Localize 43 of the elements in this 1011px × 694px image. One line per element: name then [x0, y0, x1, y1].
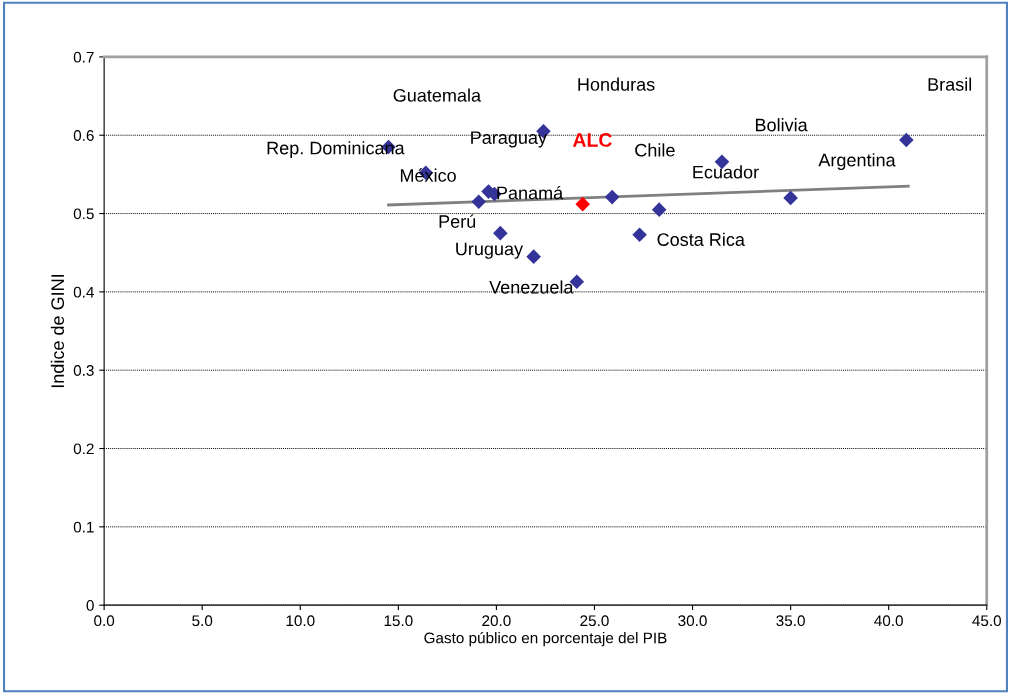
- y-axis-title: Indice de GINI: [50, 274, 65, 388]
- point: [783, 190, 798, 206]
- point: [899, 132, 914, 148]
- annotation: Ecuador: [693, 165, 759, 179]
- annotation: Honduras: [578, 77, 655, 91]
- y-tick-label: 0: [86, 600, 94, 611]
- y-tick-label: 0.2: [73, 443, 94, 455]
- y-tick-label: 0.1: [73, 521, 94, 533]
- x-tick-label: 5.0: [192, 615, 213, 627]
- point: [493, 225, 508, 241]
- x-tick-label: 45.0: [972, 615, 1002, 627]
- y-tick-label: 0.7: [73, 51, 94, 63]
- y-tick-label: 0.3: [73, 365, 94, 376]
- x-tick-label: 15.0: [384, 615, 413, 627]
- x-tick-label: 30.0: [678, 615, 707, 627]
- annotation: Venezuela: [489, 280, 574, 294]
- x-axis-title: Gasto público en porcentaje del PIB: [424, 631, 667, 647]
- point: [471, 194, 487, 210]
- y-tick-label: 0.4: [73, 286, 94, 298]
- annotation: Paraguay: [471, 131, 547, 148]
- point: [632, 227, 647, 242]
- annotation: Brasil: [928, 77, 972, 91]
- x-tick-label: 20.0: [482, 615, 511, 627]
- annotation: Guatemala: [393, 88, 482, 102]
- annotation: Perú: [439, 214, 476, 228]
- point: [575, 196, 590, 212]
- annotation: Bolivia: [755, 118, 808, 132]
- x-tick-label: 0.0: [94, 615, 115, 627]
- point: [604, 189, 620, 205]
- x-tick-label: 35.0: [776, 615, 805, 627]
- annotation: Chile: [635, 143, 675, 157]
- annotation: Argentina: [818, 153, 896, 171]
- annotation: Uruguay: [456, 242, 524, 259]
- annotation: Panamá: [497, 185, 564, 200]
- y-tick-label: 0.6: [73, 130, 94, 141]
- x-tick-label: 10.0: [286, 615, 315, 627]
- text: ALC: [572, 133, 612, 147]
- x-tick-label: 25.0: [580, 615, 609, 627]
- y-tick-label: 0.5: [73, 208, 94, 220]
- point: [526, 249, 541, 264]
- annotation: Costa Rica: [657, 232, 745, 246]
- x-tick-label: 40.0: [874, 615, 903, 627]
- point: [651, 202, 667, 217]
